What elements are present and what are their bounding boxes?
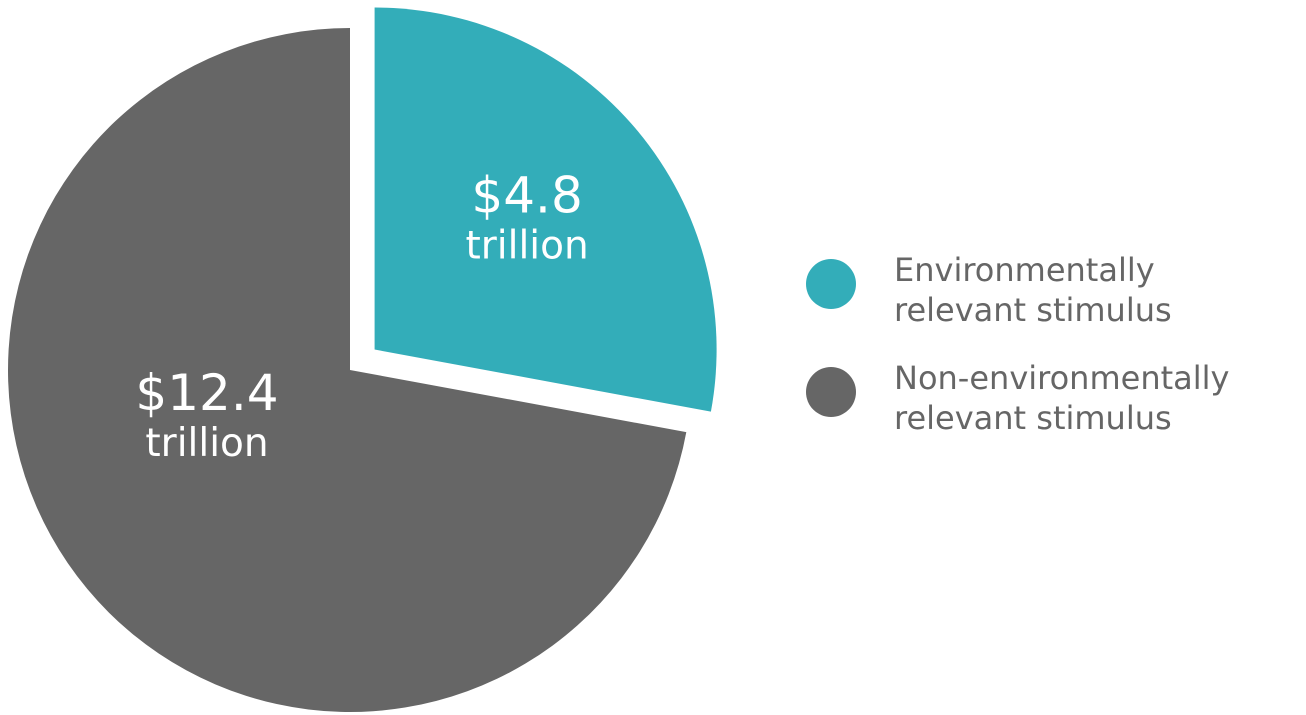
- slice-unit-label: trillion: [465, 224, 588, 269]
- slice-value-label: $12.4: [135, 364, 278, 422]
- legend-label-line: Environmentally: [894, 251, 1155, 289]
- legend-item-environmental: Environmentally relevant stimulus: [806, 250, 1301, 330]
- pie-slice-non-environmental: [7, 28, 687, 712]
- pie-slices: [7, 7, 717, 712]
- legend-label-line: relevant stimulus: [894, 291, 1172, 329]
- legend: Environmentally relevant stimulus Non-en…: [806, 250, 1301, 466]
- legend-item-non-environmental: Non-environmentally relevant stimulus: [806, 358, 1301, 438]
- pie-slice-environmental: [374, 7, 717, 412]
- legend-label-non-environmental: Non-environmentally relevant stimulus: [894, 358, 1294, 438]
- legend-swatch-non-environmental: [806, 367, 856, 417]
- slice-unit-label: trillion: [145, 421, 268, 466]
- slice-value-label: $4.8: [471, 167, 582, 225]
- legend-label-line: Non-environmentally: [894, 359, 1230, 397]
- legend-label-environmental: Environmentally relevant stimulus: [894, 250, 1294, 330]
- legend-swatch-environmental: [806, 259, 856, 309]
- legend-label-line: relevant stimulus: [894, 399, 1172, 437]
